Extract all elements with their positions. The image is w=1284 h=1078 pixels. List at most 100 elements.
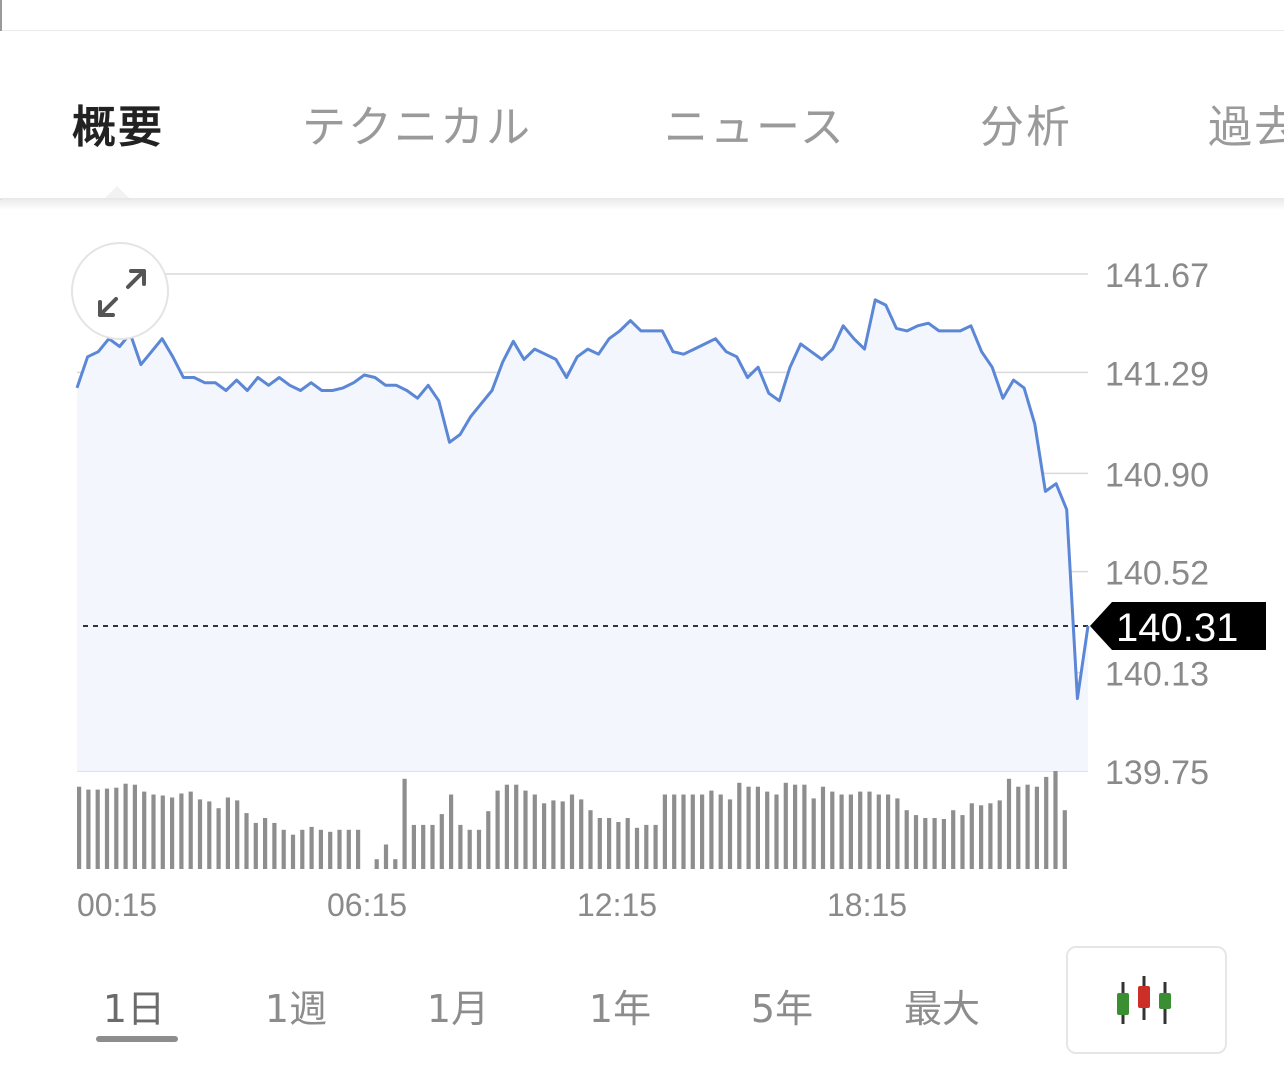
volume-bar [430,824,435,869]
volume-bar [253,822,258,869]
volume-bar [309,826,314,869]
volume-bar [904,810,909,869]
volume-bar [960,815,965,869]
tab-analysis[interactable]: 分析 [980,102,1072,153]
volume-bar [197,799,203,869]
top-bar [0,0,1284,31]
volume-bar [300,829,305,869]
volume-bar [486,811,491,869]
volume-bar [142,791,147,869]
volume-bar [160,795,165,869]
volume-bar [886,794,891,869]
volume-bar [765,791,770,869]
volume-bar [318,829,323,869]
volume-bar [811,798,816,869]
volume-bar [523,790,528,869]
volume-bar [839,794,844,869]
y-tick-label: 140.52 [1105,555,1209,593]
volume-bar [449,794,454,869]
range-1d[interactable]: 1日 [102,987,166,1031]
volume-bar [1016,786,1021,869]
range-1m[interactable]: 1月 [426,987,490,1031]
volume-bar [820,786,826,869]
volume-bar [616,822,621,869]
y-tick-label: 139.75 [1105,754,1209,792]
volume-bar [114,787,119,869]
x-tick-label: 00:15 [77,887,157,923]
volume-bar [514,784,519,869]
tab-bar: 概要 テクニカル ニュース 分析 過去 [0,31,1284,199]
volume-bar [104,788,110,869]
volume-bar [467,829,472,869]
volume-bar [1006,778,1012,869]
tab-overview[interactable]: 概要 [72,102,164,153]
volume-bar [235,800,240,869]
y-tick-label: 141.29 [1105,355,1209,393]
volume-bar [783,782,788,869]
volume-bar [607,818,612,869]
volume-bar [495,790,500,869]
range-5y[interactable]: 5年 [750,987,814,1031]
range-max[interactable]: 最大 [903,987,980,1031]
volume-bar [1044,776,1049,869]
volume-bar [346,829,351,869]
volume-bar [727,799,733,869]
range-1y[interactable]: 1年 [588,987,652,1031]
current-price-badge [1090,602,1266,651]
current-price-label: 140.31 [1116,606,1238,650]
volume-bar [551,800,556,869]
volume-bar [700,794,705,869]
volume-bar [793,784,798,869]
range-1w[interactable]: 1週 [264,987,328,1031]
y-tick-label: 140.13 [1105,656,1209,694]
price-chart[interactable]: 141.67 141.29 140.90 140.52 140.13 139.75 00:1… [0,210,1284,940]
volume-bar [709,790,714,869]
volume-bar [662,794,667,869]
volume-bar [597,818,602,869]
volume-bar [207,801,212,869]
volume-bar [876,794,881,869]
volume-bar [895,798,900,869]
volume-bar [188,791,193,869]
volume-bar [402,778,407,869]
volume-bar [123,783,128,869]
volume-bar [979,805,984,869]
volume-bar [476,829,482,869]
tab-technical[interactable]: テクニカル [302,102,532,153]
volume-bar [179,793,184,869]
y-tick-label: 140.90 [1105,456,1209,494]
volume-bar [653,824,658,869]
volume-bar [77,786,82,869]
volume-bar [569,794,575,869]
volume-bar [746,786,751,869]
active-range-underline [96,1036,178,1042]
volume-bar [281,829,286,869]
volume-bar [718,794,723,869]
volume-bar [458,824,463,869]
volume-bar [216,808,221,869]
volume-bar [225,797,230,869]
expand-chart-button[interactable] [71,242,169,340]
tab-history[interactable]: 過去 [1208,102,1284,153]
price-chart-svg: 141.67 141.29 140.90 140.52 140.13 139.75 00:1… [75,257,1266,923]
volume-bar [374,859,379,869]
volume-bar [923,818,928,869]
volume-bar [1025,784,1030,869]
volume-bar [997,800,1002,869]
volume-bar [393,859,398,869]
volume-bar [263,818,268,869]
volume-bar [132,784,137,869]
volume-bar [867,791,872,869]
volume-bar [672,794,677,869]
y-tick-label: 141.67 [1105,257,1209,295]
chart-type-button[interactable] [1066,946,1227,1054]
volume-bar [690,794,695,869]
volume-bar [802,784,807,869]
x-tick-label: 12:15 [577,887,657,923]
volume-bar [774,794,779,869]
volume-bar [1034,786,1039,869]
tab-news[interactable]: ニュース [664,102,846,153]
volume-bar [421,824,426,869]
x-tick-label: 18:15 [827,887,907,923]
volume-bar [95,789,100,869]
